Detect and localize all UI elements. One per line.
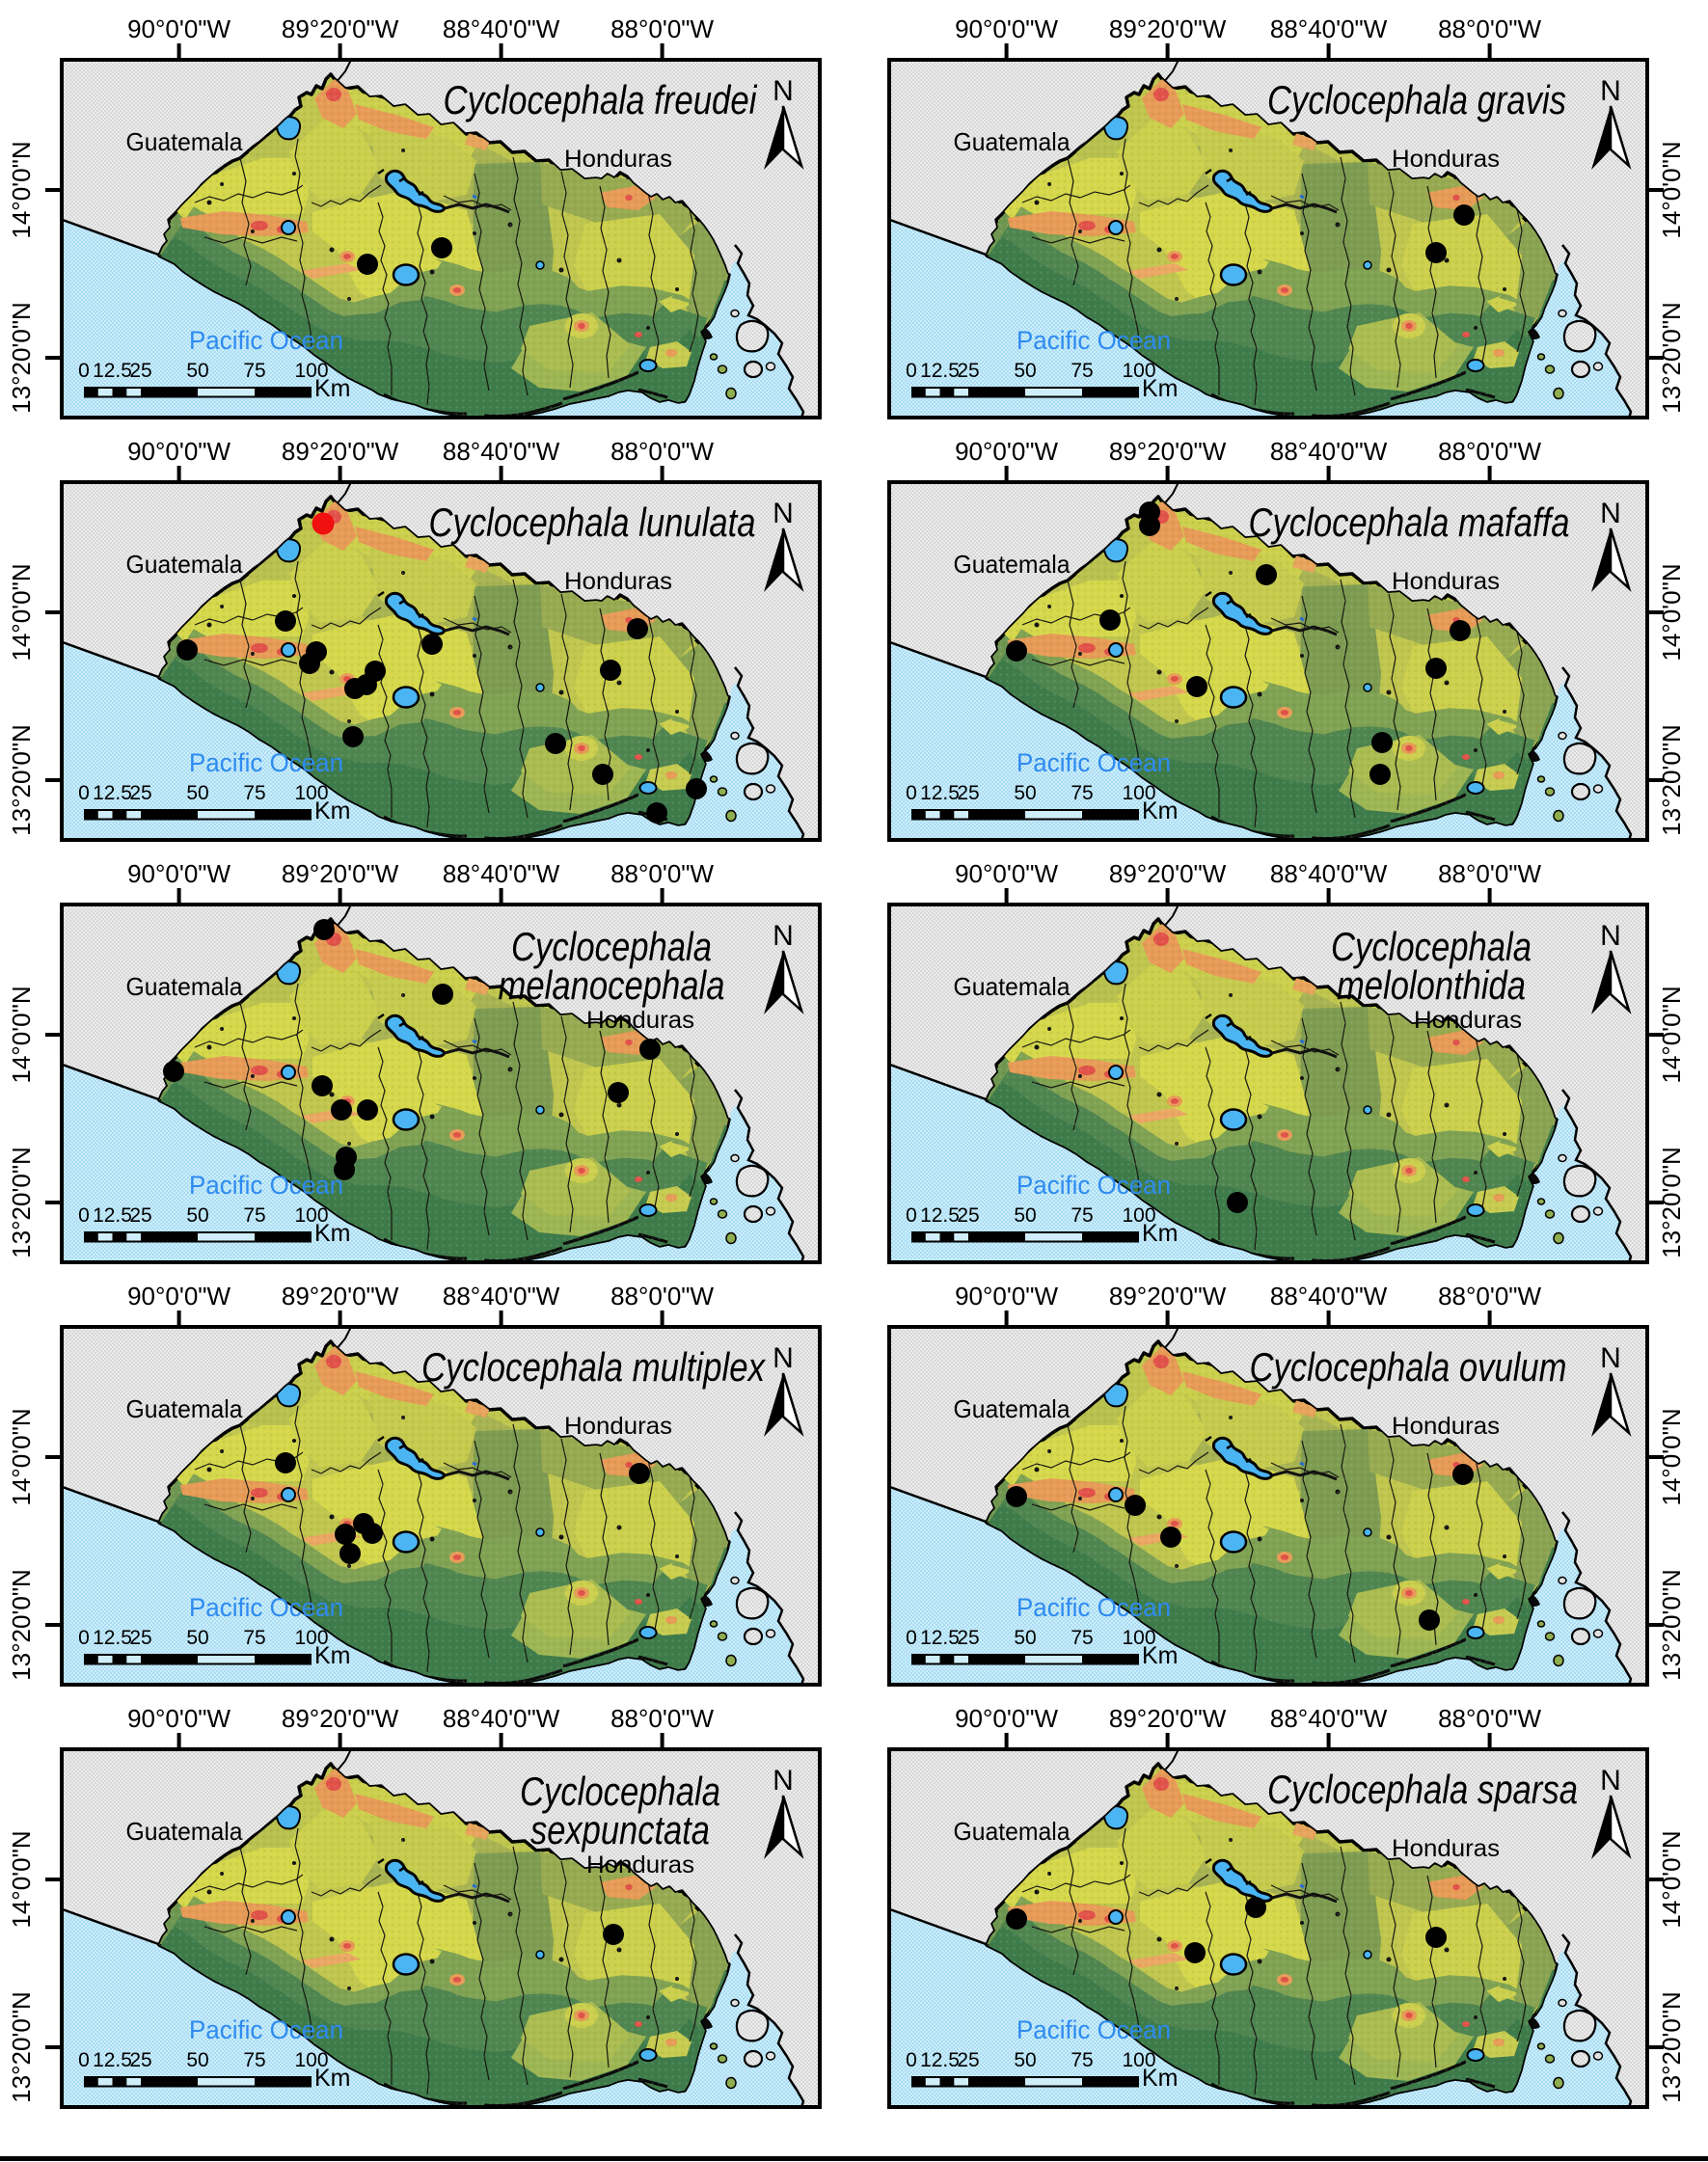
svg-text:Honduras: Honduras xyxy=(586,1007,694,1034)
svg-text:melolonthida: melolonthida xyxy=(1337,962,1526,1008)
svg-text:Honduras: Honduras xyxy=(564,146,672,173)
svg-text:Honduras: Honduras xyxy=(1392,146,1500,173)
svg-text:melanocephala: melanocephala xyxy=(499,962,725,1008)
svg-text:Honduras: Honduras xyxy=(1414,1007,1522,1034)
svg-text:Cyclocephala: Cyclocephala xyxy=(1331,924,1532,969)
svg-text:Honduras: Honduras xyxy=(564,568,672,595)
svg-text:Honduras: Honduras xyxy=(1392,1413,1500,1440)
svg-text:Cyclocephala gravis: Cyclocephala gravis xyxy=(1267,77,1566,122)
svg-text:Cyclocephala freudei: Cyclocephala freudei xyxy=(444,77,758,122)
svg-text:Honduras: Honduras xyxy=(564,1413,672,1440)
svg-text:sexpunctata: sexpunctata xyxy=(530,1807,710,1852)
svg-text:Honduras: Honduras xyxy=(1392,1835,1500,1862)
svg-text:Honduras: Honduras xyxy=(586,1851,694,1878)
svg-text:Cyclocephala sparsa: Cyclocephala sparsa xyxy=(1267,1767,1578,1812)
svg-text:Honduras: Honduras xyxy=(1392,568,1500,595)
svg-text:Cyclocephala multiplex: Cyclocephala multiplex xyxy=(421,1344,767,1390)
svg-text:Cyclocephala: Cyclocephala xyxy=(511,924,712,969)
svg-text:Cyclocephala ovulum: Cyclocephala ovulum xyxy=(1250,1344,1567,1390)
svg-text:Cyclocephala lunulata: Cyclocephala lunulata xyxy=(429,500,756,545)
svg-text:Cyclocephala mafaffa: Cyclocephala mafaffa xyxy=(1249,500,1570,545)
svg-text:Cyclocephala: Cyclocephala xyxy=(520,1769,720,1814)
